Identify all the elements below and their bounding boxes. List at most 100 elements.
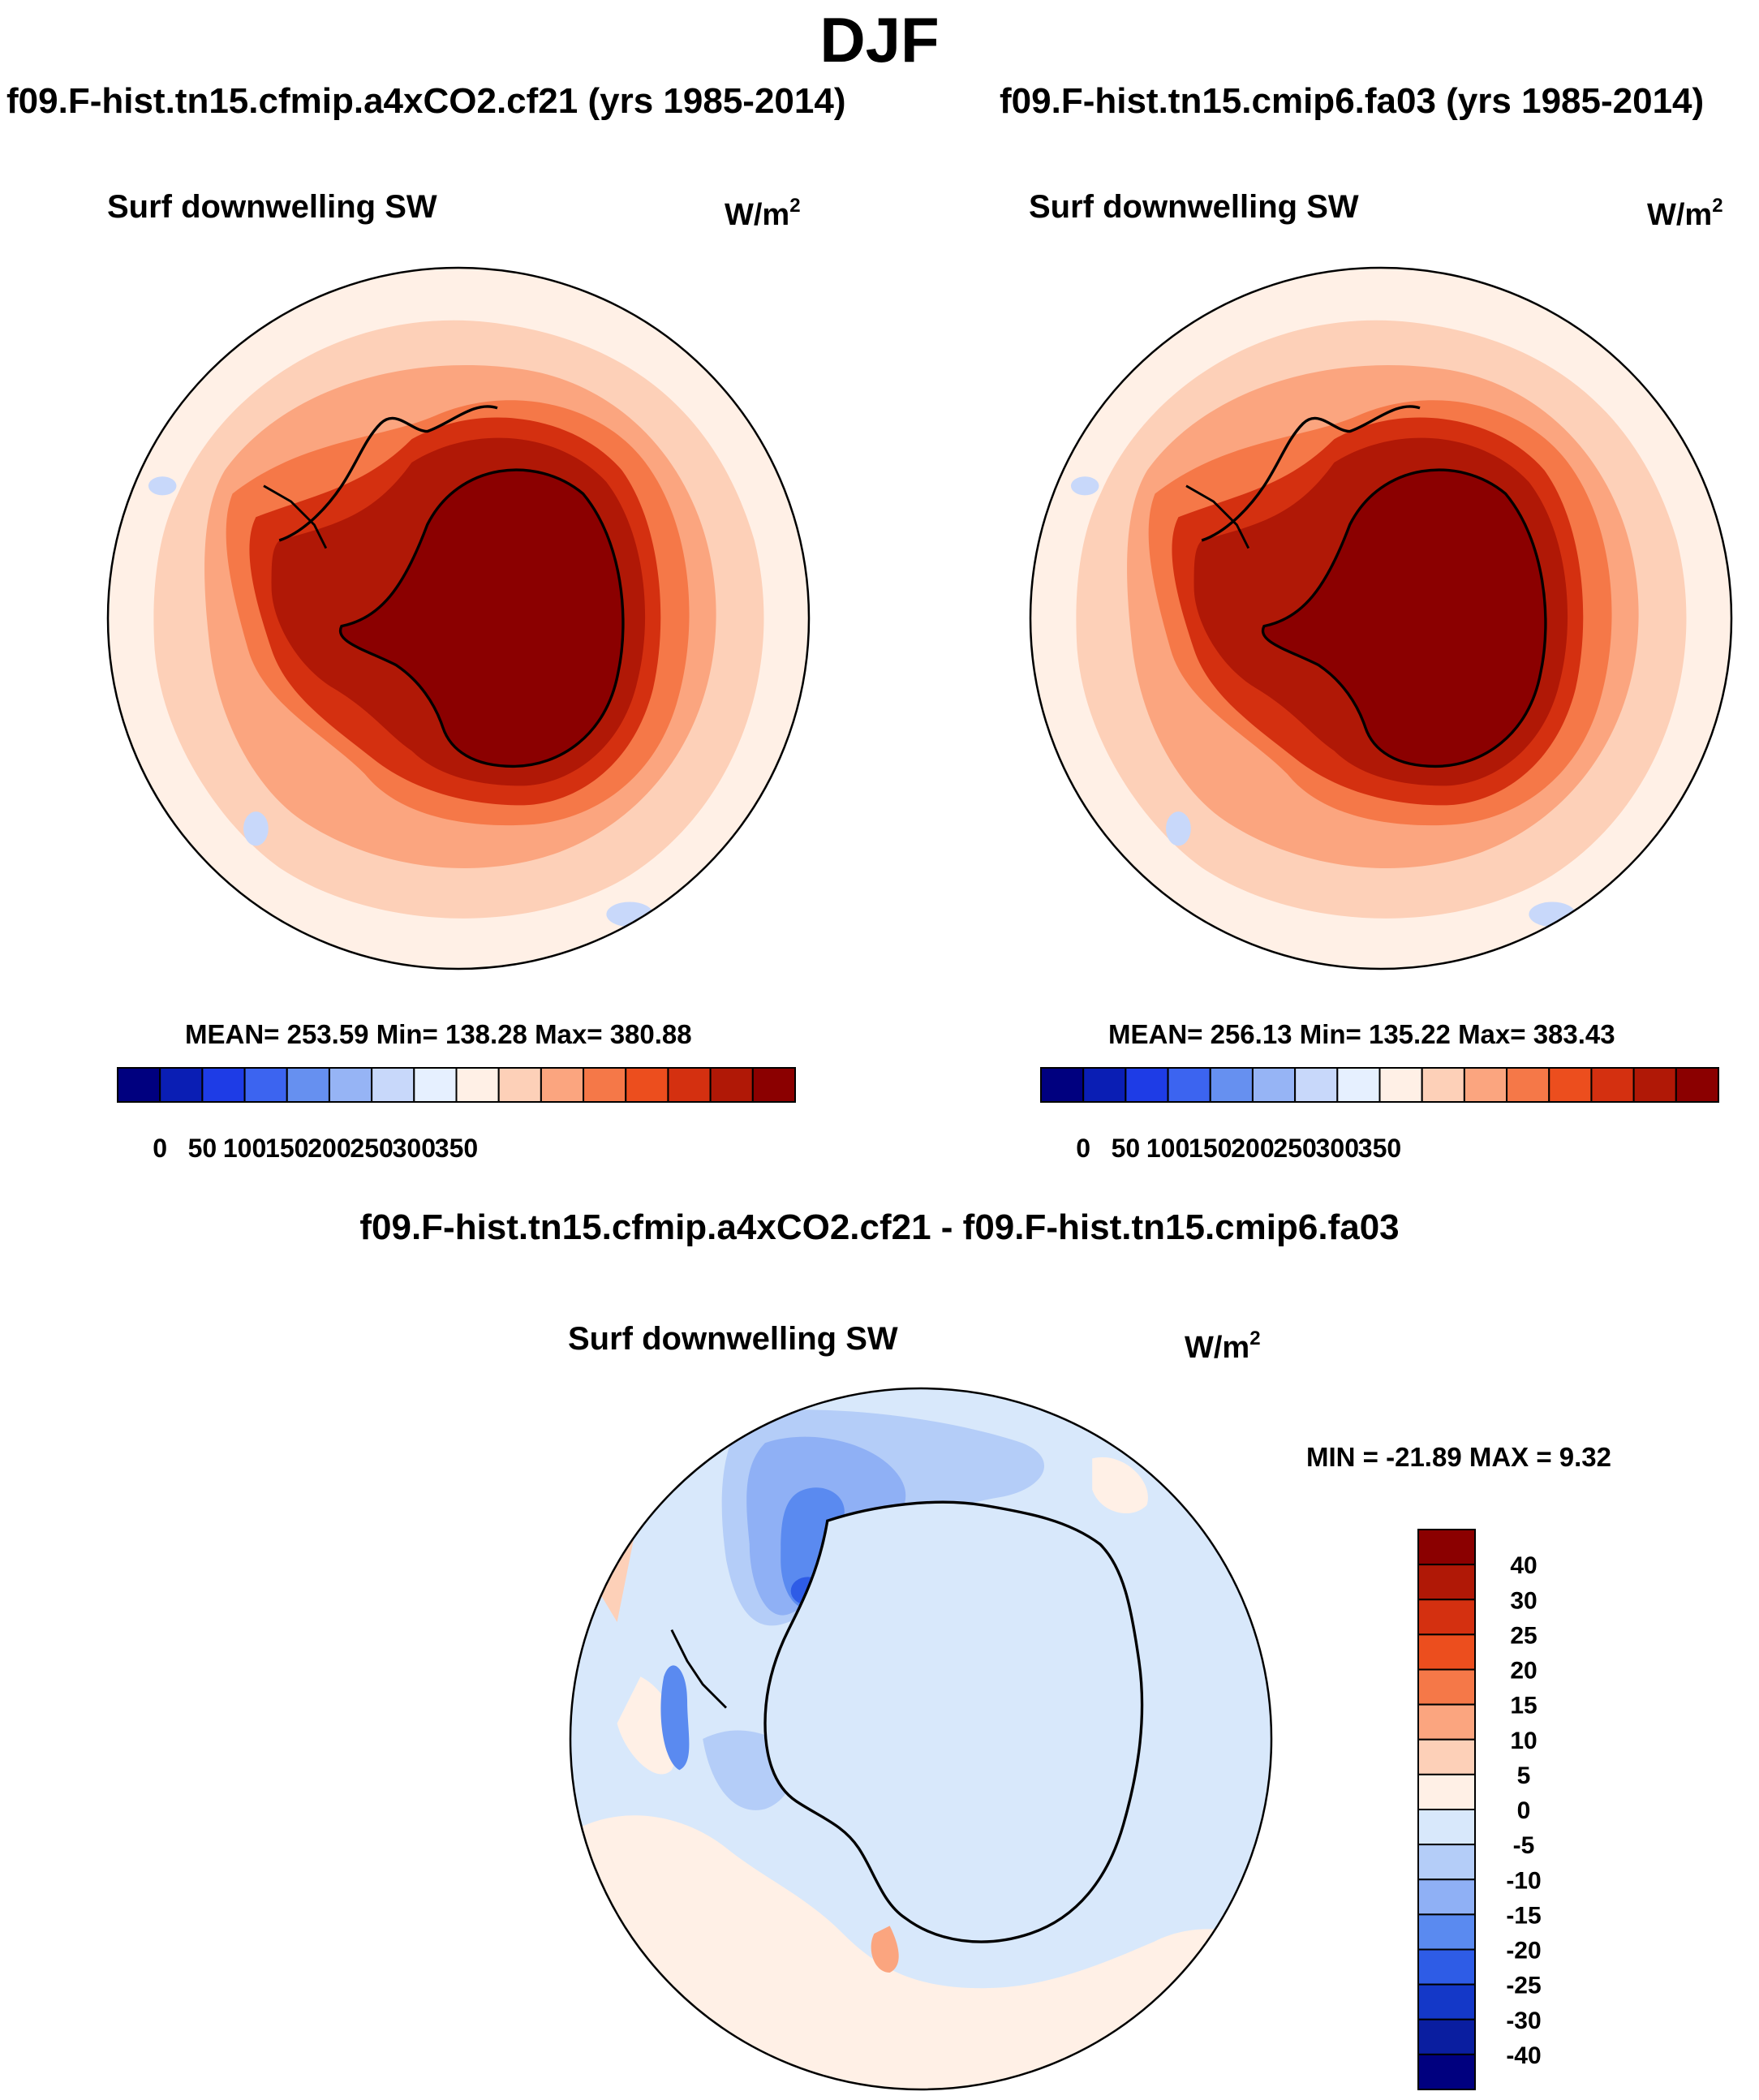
colorbar-box [1417, 1809, 1476, 1846]
colorbar-box [159, 1067, 204, 1103]
colorbar-box [413, 1067, 458, 1103]
colorbar-box [328, 1067, 373, 1103]
colorbar-tick-label: 250 [1273, 1134, 1316, 1163]
difference-title: f09.F-hist.tn15.cfmip.a4xCO2.cf21 - f09.… [359, 1207, 1400, 1247]
colorbar-box [1417, 1668, 1476, 1706]
left-stats-text: MEAN= 253.59 Min= 138.28 Max= 380.88 [185, 1019, 692, 1049]
colorbar-box [117, 1067, 161, 1103]
colorbar-tick-label: 350 [435, 1134, 478, 1163]
left-units-label: W/m2 [725, 195, 801, 232]
colorbar-box [455, 1067, 500, 1103]
colorbar-box [1417, 1529, 1476, 1566]
colorbar-tick-label: 300 [1316, 1134, 1359, 1163]
colorbar-box [1251, 1067, 1297, 1103]
colorbar-box [540, 1067, 585, 1103]
left-map-border [106, 266, 811, 970]
colorbar-box [1417, 2018, 1476, 2055]
colorbar-tick-label: -20 [1506, 1938, 1541, 1964]
colorbar-box [1632, 1067, 1677, 1103]
diff-variable-label: Surf downwelling SW [568, 1321, 898, 1357]
colorbar-tick-label: 350 [1358, 1134, 1401, 1163]
colorbar-box [667, 1067, 712, 1103]
colorbar-tick-label: 5 [1517, 1762, 1531, 1789]
colorbar-box [286, 1067, 330, 1103]
colorbar-tick-label: 50 [1112, 1134, 1141, 1163]
colorbar-box [243, 1067, 288, 1103]
colorbar-box [1167, 1067, 1211, 1103]
right-variable-label: Surf downwelling SW [1029, 189, 1359, 225]
colorbar-tick-label: 0 [1076, 1134, 1090, 1163]
colorbar-tick-label: -15 [1506, 1902, 1541, 1929]
colorbar-tick-label: 0 [1517, 1797, 1531, 1824]
colorbar-box [1506, 1067, 1550, 1103]
colorbar-box [1336, 1067, 1381, 1103]
right-map [1030, 268, 1731, 969]
colorbar-box [1417, 1844, 1476, 1881]
colorbar-box [1417, 1948, 1476, 1986]
colorbar-tick-label: 40 [1510, 1552, 1537, 1579]
colorbar-box [201, 1067, 246, 1103]
colorbar-box [583, 1067, 627, 1103]
colorbar-box [1125, 1067, 1169, 1103]
main-title: DJF [819, 4, 940, 75]
colorbar-tick-label: 100 [223, 1134, 266, 1163]
colorbar-box [1040, 1067, 1085, 1103]
colorbar-box [1417, 1564, 1476, 1601]
colorbar-box [1463, 1067, 1508, 1103]
colorbar-box [1548, 1067, 1593, 1103]
colorbar-tick-label: 10 [1510, 1728, 1537, 1754]
colorbar-tick-label: -30 [1506, 2007, 1541, 2034]
diff-stats-text: MIN = -21.89 MAX = 9.32 [1306, 1442, 1612, 1472]
colorbar-box [1417, 1738, 1476, 1775]
difference-colorbar: 40 30 25 20 15 10 5 0 -5 -10 -15 -20 -25 -30 -40 [1417, 1529, 1542, 2090]
right-units-label: W/m2 [1647, 195, 1723, 232]
colorbar-tick-label: 250 [350, 1134, 393, 1163]
colorbar-tick-label: 30 [1510, 1587, 1537, 1614]
colorbar-box [1417, 1878, 1476, 1916]
colorbar-box [1378, 1067, 1423, 1103]
left-case-title: f09.F-hist.tn15.cfmip.a4xCO2.cf21 (yrs 1… [6, 81, 846, 121]
difference-map [570, 1388, 1271, 2089]
colorbar-box [1294, 1067, 1339, 1103]
colorbar-tick-label: -10 [1506, 1867, 1541, 1894]
colorbar-tick-label: 0 [153, 1134, 167, 1163]
colorbar-box [1417, 1913, 1476, 1951]
colorbar-tick-label: 200 [1231, 1134, 1274, 1163]
right-stats-text: MEAN= 256.13 Min= 135.22 Max= 383.43 [1108, 1019, 1615, 1049]
colorbar-tick-label: 150 [1189, 1134, 1232, 1163]
difference-map-border [569, 1387, 1273, 2091]
colorbar-box [1421, 1067, 1465, 1103]
colorbar-box [751, 1067, 796, 1103]
colorbar-box [1675, 1067, 1719, 1103]
colorbar-tick-label: 50 [188, 1134, 217, 1163]
colorbar-tick-label: 300 [393, 1134, 436, 1163]
colorbar-box [1417, 1703, 1476, 1741]
right-map-border [1029, 266, 1733, 970]
colorbar-tick-label: 150 [265, 1134, 308, 1163]
colorbar-tick-label: 200 [308, 1134, 351, 1163]
left-map [108, 268, 809, 969]
colorbar-box [1417, 1983, 1476, 2020]
colorbar-box [1590, 1067, 1635, 1103]
colorbar-tick-label: -5 [1513, 1832, 1535, 1859]
colorbar-tick-label: 100 [1146, 1134, 1189, 1163]
colorbar-box [1417, 1599, 1476, 1636]
colorbar-box [709, 1067, 754, 1103]
left-variable-label: Surf downwelling SW [107, 189, 437, 225]
colorbar-box [1417, 1633, 1476, 1671]
colorbar-box [1417, 2053, 1476, 2090]
colorbar-tick-label: -25 [1506, 1973, 1541, 1999]
colorbar-tick-label: 15 [1510, 1693, 1537, 1719]
colorbar-tick-label: 25 [1510, 1622, 1537, 1649]
colorbar-box [1082, 1067, 1127, 1103]
colorbar-box [625, 1067, 669, 1103]
right-case-title: f09.F-hist.tn15.cmip6.fa03 (yrs 1985-201… [1000, 81, 1705, 121]
colorbar-box [371, 1067, 415, 1103]
colorbar-box [1417, 1773, 1476, 1810]
diff-units-label: W/m2 [1185, 1328, 1261, 1365]
colorbar-tick-label: 20 [1510, 1658, 1537, 1685]
colorbar-box [1209, 1067, 1254, 1103]
